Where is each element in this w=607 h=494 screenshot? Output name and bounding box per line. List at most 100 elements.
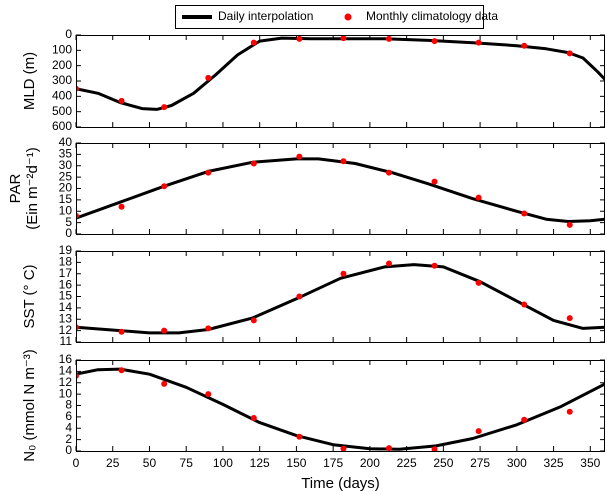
y-tick-label: 35	[59, 147, 73, 161]
data-point	[340, 445, 347, 451]
data-point	[385, 35, 392, 42]
plot-area	[76, 153, 605, 228]
data-point	[340, 270, 347, 277]
y-tick-label: 100	[52, 43, 72, 57]
data-point	[521, 42, 528, 49]
data-point	[340, 158, 347, 165]
interpolation-line	[76, 263, 605, 335]
data-point	[161, 104, 168, 111]
y-tick-label: 6	[65, 409, 72, 423]
y-tick-label: 500	[52, 104, 72, 118]
data-point	[475, 428, 482, 435]
x-tick-label: 50	[143, 456, 157, 470]
y-tick-label: 20	[59, 181, 73, 195]
data-point	[118, 97, 125, 104]
data-point	[475, 39, 482, 46]
data-point	[250, 317, 257, 324]
data-point	[431, 262, 438, 269]
y-axis-label: PAR	[7, 173, 24, 203]
x-tick-label: 350	[580, 456, 600, 470]
y-tick-label: 14	[59, 300, 73, 314]
y-tick-label: 14	[59, 364, 73, 378]
x-tick-label: 25	[106, 456, 120, 470]
plot-area	[76, 260, 605, 335]
y-tick-label: 4	[65, 420, 72, 434]
data-point	[250, 39, 257, 46]
data-point	[118, 203, 125, 210]
data-point	[566, 50, 573, 57]
x-tick-label: 225	[397, 456, 417, 470]
data-point	[118, 328, 125, 335]
x-tick-label: 325	[544, 456, 564, 470]
x-tick-label: 75	[180, 456, 194, 470]
y-tick-label: 30	[59, 158, 73, 172]
data-point	[161, 183, 168, 190]
data-point	[161, 380, 168, 387]
plot-area	[76, 367, 605, 451]
y-axis-label: SST (° C)	[21, 264, 38, 328]
x-tick-label: 125	[250, 456, 270, 470]
axes-frame	[76, 360, 605, 452]
y-tick-label: 13	[59, 311, 73, 325]
y-tick-label: 200	[52, 58, 72, 72]
interpolation-line	[76, 157, 605, 223]
data-point	[205, 169, 212, 176]
y-tick-label: 300	[52, 73, 72, 87]
data-point	[566, 221, 573, 228]
data-point	[475, 279, 482, 286]
y-axis-label: (Ein m⁻²d⁻¹)	[24, 147, 41, 230]
y-axis-label: N₀ (mmol N m⁻³)	[21, 349, 38, 461]
data-point	[431, 38, 438, 45]
y-tick-label: 2	[65, 432, 72, 446]
y-tick-label: 16	[59, 352, 73, 366]
y-tick-label: 5	[65, 215, 72, 229]
y-tick-label: 16	[59, 277, 73, 291]
axes-frame	[76, 35, 605, 128]
y-tick-label: 19	[59, 243, 73, 257]
data-point	[296, 153, 303, 160]
y-tick-label: 0	[65, 443, 72, 457]
y-tick-label: 10	[59, 203, 73, 217]
data-point	[475, 194, 482, 201]
y-tick-label: 17	[59, 266, 73, 280]
x-tick-label: 250	[433, 456, 453, 470]
y-tick-label: 15	[59, 289, 73, 303]
y-tick-label: 12	[59, 323, 73, 337]
x-tick-label: 175	[323, 456, 343, 470]
legend-label: Monthly climatology data	[366, 9, 498, 23]
data-point	[205, 74, 212, 81]
y-tick-label: 18	[59, 255, 73, 269]
legend-marker	[344, 13, 352, 21]
y-tick-label: 25	[59, 169, 73, 183]
data-point	[385, 260, 392, 267]
y-tick-label: 600	[52, 119, 72, 133]
x-tick-label: 100	[213, 456, 233, 470]
data-point	[296, 293, 303, 300]
data-point	[431, 178, 438, 185]
y-tick-label: 40	[59, 135, 73, 149]
axes-frame	[76, 251, 605, 343]
data-point	[385, 445, 392, 451]
y-axis-label: MLD (m)	[21, 52, 38, 110]
axes-frame	[76, 143, 605, 235]
data-point	[385, 169, 392, 176]
y-tick-label: 0	[65, 27, 72, 41]
data-point	[566, 315, 573, 322]
data-point	[340, 35, 347, 42]
legend-box	[175, 5, 484, 29]
data-point	[250, 415, 257, 422]
y-tick-label: 11	[60, 334, 73, 348]
data-point	[205, 391, 212, 398]
y-tick-label: 12	[59, 375, 73, 389]
data-point	[161, 327, 168, 334]
data-point	[521, 301, 528, 308]
data-point	[250, 160, 257, 167]
x-tick-label: 275	[470, 456, 490, 470]
data-point	[205, 325, 212, 332]
data-point	[296, 433, 303, 440]
y-tick-label: 400	[52, 89, 72, 103]
plot-area	[76, 35, 605, 111]
y-tick-label: 15	[59, 192, 73, 206]
interpolation-line	[76, 367, 605, 451]
